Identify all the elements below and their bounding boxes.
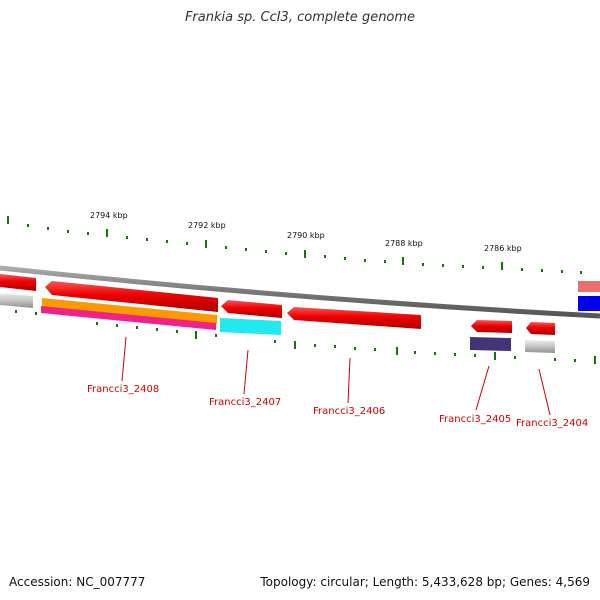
gene-label[interactable]: Francci3_2408	[87, 384, 159, 395]
tick-minor	[166, 240, 168, 243]
tick-major	[195, 331, 197, 339]
tick-minor	[334, 345, 336, 348]
tick-major	[304, 250, 306, 258]
tick-minor	[136, 326, 138, 329]
gene-arrow-2407[interactable]	[221, 300, 282, 318]
tick-minor	[186, 242, 188, 245]
tick-major	[106, 229, 108, 237]
tick-minor	[314, 344, 316, 347]
upper-ticks	[7, 216, 582, 274]
tick-minor	[87, 232, 89, 235]
tick-minor	[354, 347, 356, 350]
tick-major	[396, 347, 398, 355]
genome-backbone	[0, 265, 600, 319]
gene-arrow-partial-left[interactable]	[0, 274, 36, 291]
gene-label[interactable]: Francci3_2404	[516, 418, 588, 429]
orange-track-2408[interactable]	[42, 298, 217, 324]
tick-minor	[156, 328, 158, 331]
tick-major	[294, 341, 296, 349]
tick-minor	[245, 248, 247, 251]
gene-arrow-2405[interactable]	[471, 320, 512, 333]
genome-title: Frankia sp. CcI3, complete genome	[184, 10, 416, 25]
tick-major	[7, 216, 9, 224]
tick-minor	[116, 324, 118, 327]
scale-tick-label: 2790 kbp	[287, 231, 325, 240]
tick-minor	[274, 340, 276, 343]
tick-major	[402, 257, 404, 265]
gene-label[interactable]: Francci3_2405	[439, 414, 511, 425]
tick-minor	[541, 269, 543, 272]
tick-minor	[442, 264, 444, 267]
tick-minor	[384, 260, 386, 263]
tick-minor	[474, 354, 476, 357]
gene-arrow-2408[interactable]	[45, 281, 218, 312]
tick-minor	[126, 236, 128, 239]
tick-major	[594, 356, 596, 364]
leader-2405	[475, 365, 490, 411]
tick-minor	[414, 351, 416, 354]
scale-tick-label: 2786 kbp	[484, 244, 522, 253]
tick-minor	[554, 358, 556, 361]
tick-major	[205, 240, 207, 248]
lower-ticks	[15, 310, 596, 364]
scale-tick-label: 2788 kbp	[385, 239, 423, 248]
tick-minor	[462, 265, 464, 268]
tick-minor	[176, 330, 178, 333]
tick-minor	[580, 271, 582, 274]
tick-minor	[285, 252, 287, 255]
annotation-tracks	[0, 293, 600, 353]
tick-minor	[344, 257, 346, 260]
tick-minor	[15, 310, 17, 313]
accession-text: Accession: NC_007777	[9, 575, 146, 589]
tick-minor	[225, 246, 227, 249]
gray-track-2404[interactable]	[525, 340, 555, 353]
label-leaders	[121, 336, 551, 416]
gene-arrow-2404[interactable]	[526, 322, 555, 335]
tick-minor	[482, 266, 484, 269]
scale-tick-label: 2792 kbp	[188, 221, 226, 230]
tick-minor	[574, 359, 576, 362]
gene-label[interactable]: Francci3_2407	[209, 397, 281, 408]
gray-track-left[interactable]	[0, 293, 33, 308]
reverse-strand-features	[45, 281, 555, 335]
tick-minor	[514, 356, 516, 359]
gene-arrow-right-partial[interactable]	[578, 281, 600, 292]
navy-track-2405[interactable]	[470, 337, 511, 351]
tick-minor	[215, 334, 217, 337]
tick-minor	[35, 312, 37, 315]
gene-label[interactable]: Francci3_2406	[313, 406, 385, 417]
tick-minor	[521, 268, 523, 271]
gene-arrow-2406[interactable]	[287, 307, 421, 329]
cyan-track-2407[interactable]	[220, 318, 281, 335]
tick-minor	[146, 238, 148, 241]
magenta-track-2408[interactable]	[41, 306, 216, 330]
tick-minor	[265, 250, 267, 253]
tick-minor	[374, 348, 376, 351]
leader-2408	[121, 336, 127, 382]
tick-major	[494, 352, 496, 360]
tick-minor	[27, 224, 29, 227]
genome-summary-text: Topology: circular; Length: 5,433,628 bp…	[260, 575, 590, 589]
tick-minor	[324, 255, 326, 258]
scale-tick-label: 2794 kbp	[90, 211, 128, 220]
tick-minor	[422, 263, 424, 266]
forward-strand-features	[0, 274, 600, 292]
leader-2407	[243, 349, 249, 395]
tick-minor	[454, 353, 456, 356]
tick-minor	[47, 227, 49, 230]
leader-2406	[347, 357, 351, 404]
tick-minor	[67, 230, 69, 233]
blue-track-right[interactable]	[578, 296, 600, 311]
tick-minor	[364, 259, 366, 262]
tick-major	[501, 262, 503, 270]
tick-minor	[96, 322, 98, 325]
tick-minor	[561, 270, 563, 273]
tick-minor	[434, 352, 436, 355]
leader-2404	[538, 368, 551, 416]
